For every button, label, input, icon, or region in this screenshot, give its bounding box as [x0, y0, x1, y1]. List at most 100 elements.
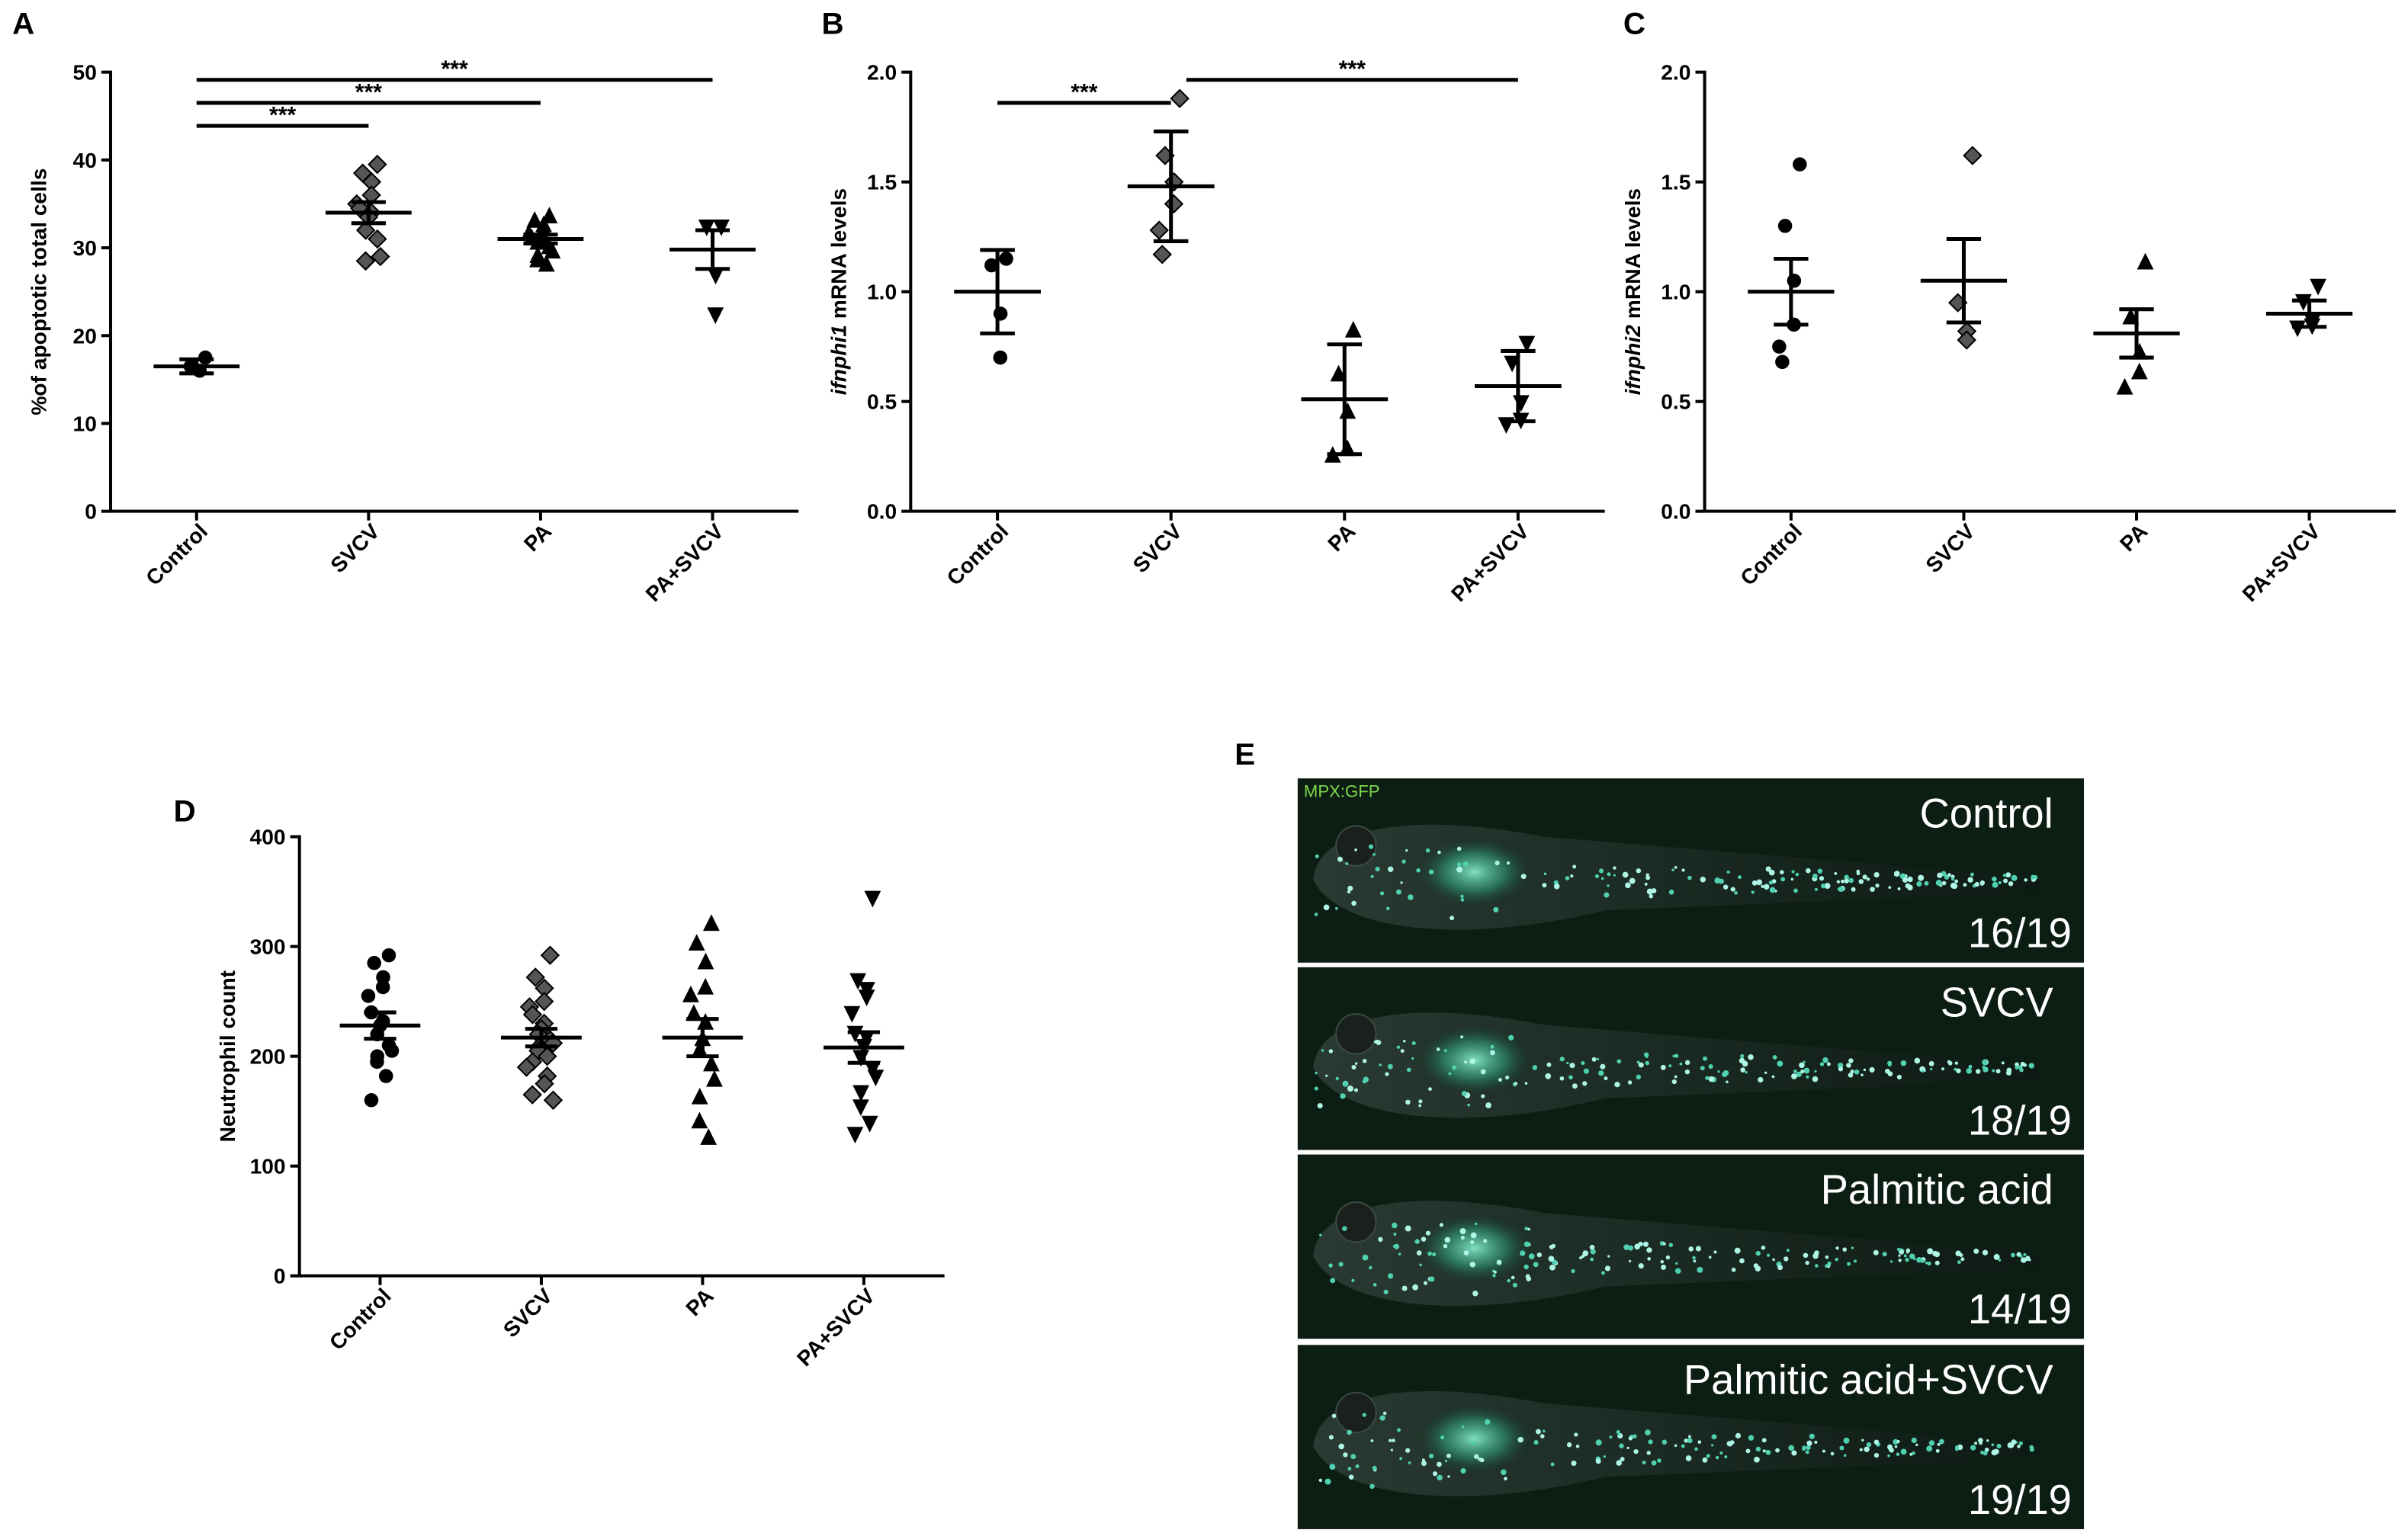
neutrophil-spot [1986, 1439, 1989, 1442]
neutrophil-spot [1854, 1069, 1860, 1075]
neutrophil-spot [2025, 1256, 2031, 1261]
neutrophil-spot [1533, 1440, 1539, 1445]
neutrophil-spot [1347, 1429, 1352, 1435]
data-point [361, 989, 376, 1003]
neutrophil-spot [1668, 890, 1674, 895]
y-tick-label: 40 [73, 148, 97, 172]
neutrophil-spot [1350, 1454, 1357, 1460]
neutrophil-spot [1993, 1253, 2000, 1260]
neutrophil-spot [1894, 1445, 1898, 1448]
x-tick-label: SVCV [326, 518, 384, 577]
neutrophil-spot [1421, 1236, 1427, 1242]
neutrophil-spot [1490, 1050, 1495, 1056]
panel-label: E [1235, 737, 1255, 771]
neutrophil-spot [1926, 1445, 1933, 1452]
neutrophil-spot [1992, 881, 1999, 888]
data-point [1518, 335, 1536, 353]
neutrophil-spot [2011, 1252, 2015, 1258]
fish-eye [1335, 1013, 1377, 1055]
neutrophil-spot [1830, 1451, 1835, 1456]
neutrophil-spot [1318, 1478, 1323, 1483]
neutrophil-spot [1916, 1257, 1922, 1263]
data-point [682, 985, 699, 1002]
neutrophil-spot [1814, 887, 1818, 891]
y-axis-label-space [1620, 319, 1645, 325]
neutrophil-spot [1345, 861, 1349, 866]
neutrophil-spot [1405, 1448, 1411, 1453]
neutrophil-spot [1628, 1245, 1634, 1251]
neutrophil-spot [1889, 1260, 1893, 1263]
neutrophil-spot [1708, 1256, 1712, 1259]
neutrophil-spot [1918, 874, 1925, 881]
neutrophil-spot [1485, 1102, 1491, 1108]
neutrophil-spot [1401, 859, 1406, 864]
neutrophil-spot [1638, 1263, 1644, 1269]
neutrophil-spot [1604, 1265, 1610, 1272]
neutrophil-spot [1388, 866, 1394, 872]
neutrophil-spot [1444, 1459, 1448, 1463]
neutrophil-spot [1375, 867, 1380, 872]
neutrophil-spot [1628, 1436, 1633, 1441]
neutrophil-spot [1575, 1445, 1580, 1448]
data-point [691, 1087, 708, 1105]
x-tick-label: PA+SVCV [791, 1283, 879, 1371]
panel-label: B [822, 6, 844, 40]
x-tick-label: SVCV [1128, 518, 1186, 577]
ratio-label: 18/19 [1968, 1097, 2072, 1143]
neutrophil-spot [1590, 1257, 1594, 1262]
neutrophil-spot [1822, 1057, 1828, 1063]
x-tick-label: SVCV [498, 1283, 557, 1342]
fish-image: Palmitic acid+SVCV 19/19 [1297, 1345, 2085, 1529]
neutrophil-spot [1604, 892, 1610, 898]
neutrophil-spot [1711, 1434, 1717, 1440]
neutrophil-spot [1542, 1429, 1546, 1433]
neutrophil-spot [1416, 868, 1421, 873]
neutrophil-spot [1748, 1054, 1754, 1060]
neutrophil-spot [1756, 879, 1763, 886]
neutrophil-spot [1459, 1228, 1466, 1235]
data-point [376, 970, 390, 985]
neutrophil-spot [1924, 880, 1929, 886]
neutrophil-spot [1405, 1225, 1411, 1232]
neutrophil-spot [1726, 1441, 1732, 1447]
neutrophil-spot [1706, 1454, 1710, 1458]
neutrophil-spot [1762, 1449, 1766, 1453]
neutrophil-spot [1400, 881, 1403, 884]
neutrophil-spot [1937, 1442, 1941, 1446]
neutrophil-spot [1581, 1060, 1585, 1066]
neutrophil-spot [1768, 869, 1775, 876]
neutrophil-spot [1566, 1442, 1572, 1448]
neutrophil-spot [1688, 1246, 1694, 1252]
neutrophil-spot [1532, 1065, 1538, 1070]
data-point [368, 229, 387, 249]
neutrophil-spot [1838, 1066, 1844, 1072]
ratio-label: 16/19 [1968, 910, 2072, 957]
neutrophil-spot [1598, 1070, 1604, 1076]
neutrophil-spot [1636, 868, 1642, 874]
neutrophil-spot [1734, 1247, 1741, 1254]
neutrophil-spot [1475, 1222, 1478, 1226]
y-tick-label: 200 [250, 1044, 286, 1069]
y-tick-label: 300 [250, 935, 286, 959]
neutrophil-spot [1591, 1057, 1597, 1062]
neutrophil-spot [1731, 1267, 1736, 1272]
neutrophil-spot [1835, 1257, 1838, 1262]
neutrophil-spot [1779, 870, 1784, 875]
neutrophil-spot [1393, 1233, 1397, 1236]
neutrophil-spot [1328, 1049, 1334, 1054]
neutrophil-spot [1398, 1252, 1401, 1256]
neutrophil-spot [1730, 887, 1735, 892]
data-point [852, 1099, 869, 1116]
y-axis-label: Neutrophil count [215, 970, 239, 1142]
neutrophil-spot [1826, 1062, 1831, 1066]
neutrophil-spot [1841, 879, 1845, 884]
data-point [703, 914, 720, 932]
neutrophil-spot [1835, 1246, 1839, 1250]
neutrophil-spot [1625, 882, 1631, 889]
neutrophil-spot [1423, 1281, 1428, 1285]
neutrophil-spot [1973, 1248, 1979, 1254]
neutrophil-spot [1569, 1063, 1575, 1069]
neutrophil-spot [1912, 1257, 1916, 1261]
neutrophil-spot [1742, 1060, 1748, 1067]
neutrophil-spot [1772, 1258, 1775, 1262]
